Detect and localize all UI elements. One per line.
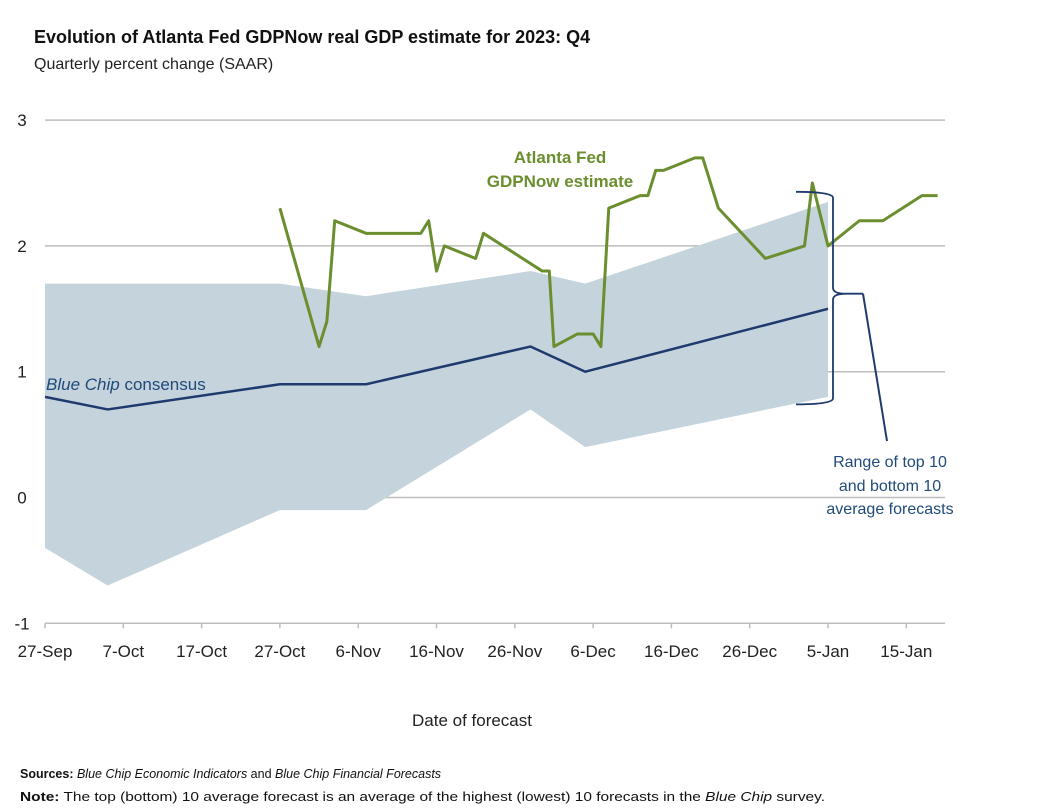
range-bracket — [795, 190, 888, 442]
axes: 3 2 1 0 -1 27-Sep 7-Oct 17-Oct 27-Oct 6-Nov 16-Nov… — [14, 111, 945, 661]
x-tick-label: 6-Dec — [570, 642, 616, 661]
bracket-leader-line — [862, 293, 888, 442]
y-tick-label: 0 — [17, 489, 26, 508]
note-label: Note: — [20, 790, 59, 804]
x-tick-label: 27-Sep — [18, 642, 73, 661]
forecast-range-band — [45, 201, 828, 586]
x-tick-label: 16-Dec — [644, 642, 699, 661]
gdpnow-label-line2: GDPNow estimate — [487, 172, 633, 191]
x-axis-label: Date of forecast — [412, 711, 532, 730]
range-band-area — [45, 201, 828, 586]
footnote: Note: The top (bottom) 10 average foreca… — [20, 790, 825, 804]
range-label-line2: and bottom 10 — [839, 478, 941, 495]
y-tick-label: 1 — [17, 363, 26, 382]
range-label-line3: average forecasts — [826, 501, 953, 518]
gdpnow-label-line1: Atlanta Fed — [514, 148, 607, 167]
consensus-label: Blue Chip consensus — [46, 375, 206, 394]
x-tick-label: 5-Jan — [807, 642, 850, 661]
range-label-line1: Range of top 10 — [833, 454, 947, 471]
sources-label: Sources: — [20, 767, 74, 781]
note-text2: survey. — [772, 790, 825, 804]
sources-italic1: Blue Chip Economic Indicators — [74, 767, 248, 781]
bracket-shape — [795, 190, 863, 406]
x-tick-label: 26-Dec — [722, 642, 777, 661]
sources-mid: and — [247, 767, 275, 781]
x-tick-label: 17-Oct — [176, 642, 227, 661]
gdpnow-line — [278, 156, 938, 349]
x-tick-label: 26-Nov — [487, 642, 542, 661]
y-tick-label: 3 — [17, 111, 26, 130]
chart-title: Evolution of Atlanta Fed GDPNow real GDP… — [34, 27, 590, 47]
y-tick-label: 2 — [17, 237, 26, 256]
x-tick-label: 27-Oct — [254, 642, 305, 661]
x-tick-label: 7-Oct — [103, 642, 145, 661]
note-italic: Blue Chip — [705, 790, 772, 804]
x-tick-label: 6-Nov — [336, 642, 382, 661]
sources-note: Sources: Blue Chip Economic Indicators a… — [20, 767, 441, 781]
x-tick-label: 15-Jan — [880, 642, 932, 661]
series-lines — [44, 156, 938, 411]
consensus-label-rest: consensus — [120, 375, 206, 394]
x-tick-label: 16-Nov — [409, 642, 464, 661]
sources-italic2: Blue Chip Financial Forecasts — [275, 767, 441, 781]
y-tick-label: -1 — [14, 614, 29, 633]
consensus-label-italic: Blue Chip — [46, 375, 120, 394]
chart-subtitle: Quarterly percent change (SAAR) — [34, 56, 273, 73]
note-text1: The top (bottom) 10 average forecast is … — [59, 790, 705, 804]
consensus-line — [44, 307, 829, 411]
